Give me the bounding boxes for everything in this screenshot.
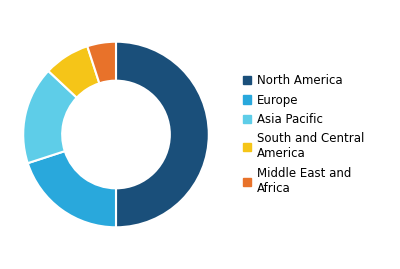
Wedge shape [28,151,116,227]
Wedge shape [116,42,209,227]
Wedge shape [87,42,116,83]
Wedge shape [23,71,77,163]
Wedge shape [48,46,99,98]
Legend: North America, Europe, Asia Pacific, South and Central
America, Middle East and
: North America, Europe, Asia Pacific, Sou… [242,74,364,195]
